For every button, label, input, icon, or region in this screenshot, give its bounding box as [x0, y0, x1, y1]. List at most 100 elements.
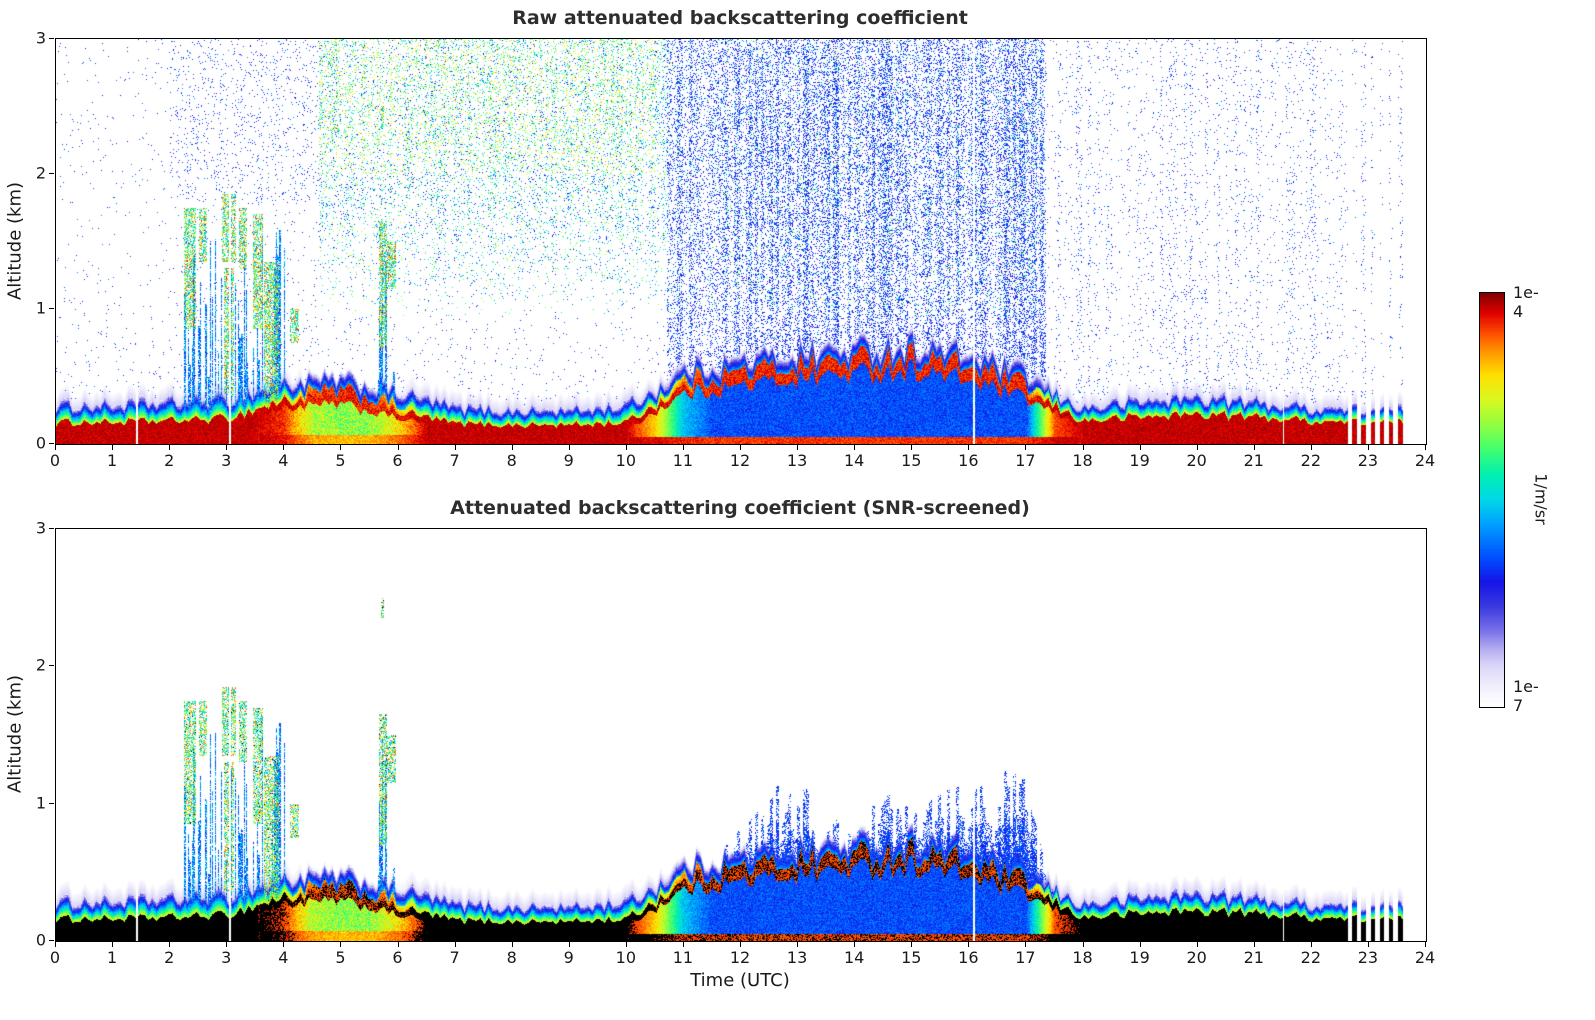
y-tick-label: 3: [35, 518, 46, 538]
x-tick-mark: [454, 445, 456, 450]
x-tick-mark: [112, 445, 114, 450]
x-tick-mark: [226, 445, 228, 450]
x-tick-mark: [1196, 942, 1198, 947]
x-tick-label: 21: [1243, 948, 1264, 967]
x-tick-mark: [511, 942, 513, 947]
x-tick-mark: [740, 942, 741, 947]
x-tick-label: 24: [1414, 451, 1436, 470]
x-tick-mark: [55, 445, 56, 450]
x-tick-label: 16: [958, 948, 979, 967]
x-tick-label: 9: [563, 451, 574, 470]
x-tick-label: 18: [1072, 451, 1093, 470]
x-tick-label: 23: [1357, 451, 1379, 470]
x-tick-mark: [226, 942, 228, 947]
x-tick-label: 14: [843, 451, 865, 470]
x-tick-label: 15: [901, 948, 922, 967]
x-tick-label: 22: [1300, 948, 1322, 967]
x-tick-mark: [1082, 942, 1084, 947]
x-tick-mark: [625, 942, 627, 947]
y-tick-mark: [49, 38, 54, 39]
x-tick-label: 0: [49, 948, 61, 967]
raw-y-axis-label: Altitude (km): [4, 181, 26, 300]
x-tick-label: 10: [615, 451, 637, 470]
x-tick-label: 1: [106, 451, 118, 470]
y-tick-label: 1: [35, 298, 46, 318]
x-tick-label: 3: [221, 451, 232, 470]
x-tick-mark: [797, 445, 799, 450]
x-tick-label: 3: [221, 948, 232, 967]
x-tick-mark: [397, 445, 399, 450]
x-tick-mark: [968, 942, 970, 947]
x-tick-label: 15: [901, 451, 922, 470]
x-tick-label: 12: [729, 451, 751, 470]
x-tick-label: 16: [958, 451, 979, 470]
x-tick-label: 23: [1357, 948, 1379, 967]
x-tick-mark: [340, 445, 342, 450]
x-tick-mark: [568, 942, 570, 947]
x-tick-label: 5: [335, 948, 346, 967]
x-tick-mark: [1310, 445, 1312, 450]
x-tick-mark: [625, 445, 627, 450]
x-tick-mark: [682, 942, 684, 947]
x-tick-label: 11: [672, 451, 694, 470]
y-tick-label: 0: [35, 930, 46, 950]
x-tick-label: 21: [1243, 451, 1264, 470]
colorbar-gradient: [1479, 292, 1505, 708]
x-axis-label: Time (UTC): [690, 970, 790, 991]
x-tick-label: 2: [164, 948, 175, 967]
x-tick-label: 12: [729, 948, 751, 967]
x-tick-mark: [169, 942, 171, 947]
x-tick-label: 17: [1015, 451, 1036, 470]
y-tick-mark: [49, 528, 54, 529]
x-tick-mark: [911, 445, 913, 450]
x-tick-mark: [1025, 942, 1027, 947]
y-tick-label: 3: [35, 28, 46, 48]
x-tick-mark: [169, 445, 171, 450]
x-tick-label: 13: [786, 948, 808, 967]
x-tick-mark: [1025, 445, 1027, 450]
x-tick-mark: [1367, 942, 1369, 947]
y-tick-mark: [49, 443, 54, 444]
x-tick-label: 6: [392, 948, 403, 967]
x-tick-mark: [740, 445, 741, 450]
x-tick-mark: [1196, 445, 1198, 450]
x-tick-label: 0: [49, 451, 61, 470]
x-tick-mark: [340, 942, 342, 947]
x-tick-label: 7: [449, 948, 460, 967]
x-tick-mark: [283, 445, 285, 450]
x-tick-label: 20: [1186, 948, 1207, 967]
screened-backscatter-panel: Attenuated backscattering coefficient (S…: [5, 497, 1436, 991]
x-tick-label: 24: [1414, 948, 1436, 967]
x-tick-label: 2: [164, 451, 175, 470]
x-tick-label: 11: [672, 948, 694, 967]
x-tick-mark: [1139, 445, 1141, 450]
y-tick-mark: [49, 173, 54, 174]
x-tick-label: 13: [786, 451, 808, 470]
x-tick-label: 14: [843, 948, 865, 967]
x-tick-mark: [1139, 942, 1141, 947]
x-tick-mark: [1310, 942, 1312, 947]
raw-backscatter-panel: Raw attenuated backscattering coefficien…: [5, 7, 1436, 470]
y-tick-label: 2: [35, 655, 46, 675]
y-tick-mark: [49, 665, 54, 667]
colorbar: 1e-4 1e-7 1/m/sr: [1479, 283, 1551, 715]
y-tick-mark: [49, 940, 54, 941]
x-tick-label: 19: [1129, 451, 1150, 470]
x-tick-mark: [1425, 445, 1426, 450]
x-tick-mark: [1425, 942, 1426, 947]
x-tick-mark: [1367, 445, 1369, 450]
x-tick-mark: [511, 445, 513, 450]
screened-panel-title: Attenuated backscattering coefficient (S…: [450, 497, 1030, 519]
x-tick-label: 4: [278, 948, 289, 967]
y-tick-label: 0: [35, 433, 46, 453]
x-tick-label: 19: [1129, 948, 1150, 967]
x-tick-label: 1: [106, 948, 118, 967]
x-tick-label: 22: [1300, 451, 1322, 470]
x-tick-label: 9: [563, 948, 574, 967]
x-tick-mark: [682, 445, 684, 450]
x-tick-label: 10: [615, 948, 637, 967]
x-tick-label: 20: [1186, 451, 1207, 470]
x-tick-label: 17: [1015, 948, 1036, 967]
x-tick-mark: [1082, 445, 1084, 450]
x-tick-mark: [1253, 942, 1255, 947]
